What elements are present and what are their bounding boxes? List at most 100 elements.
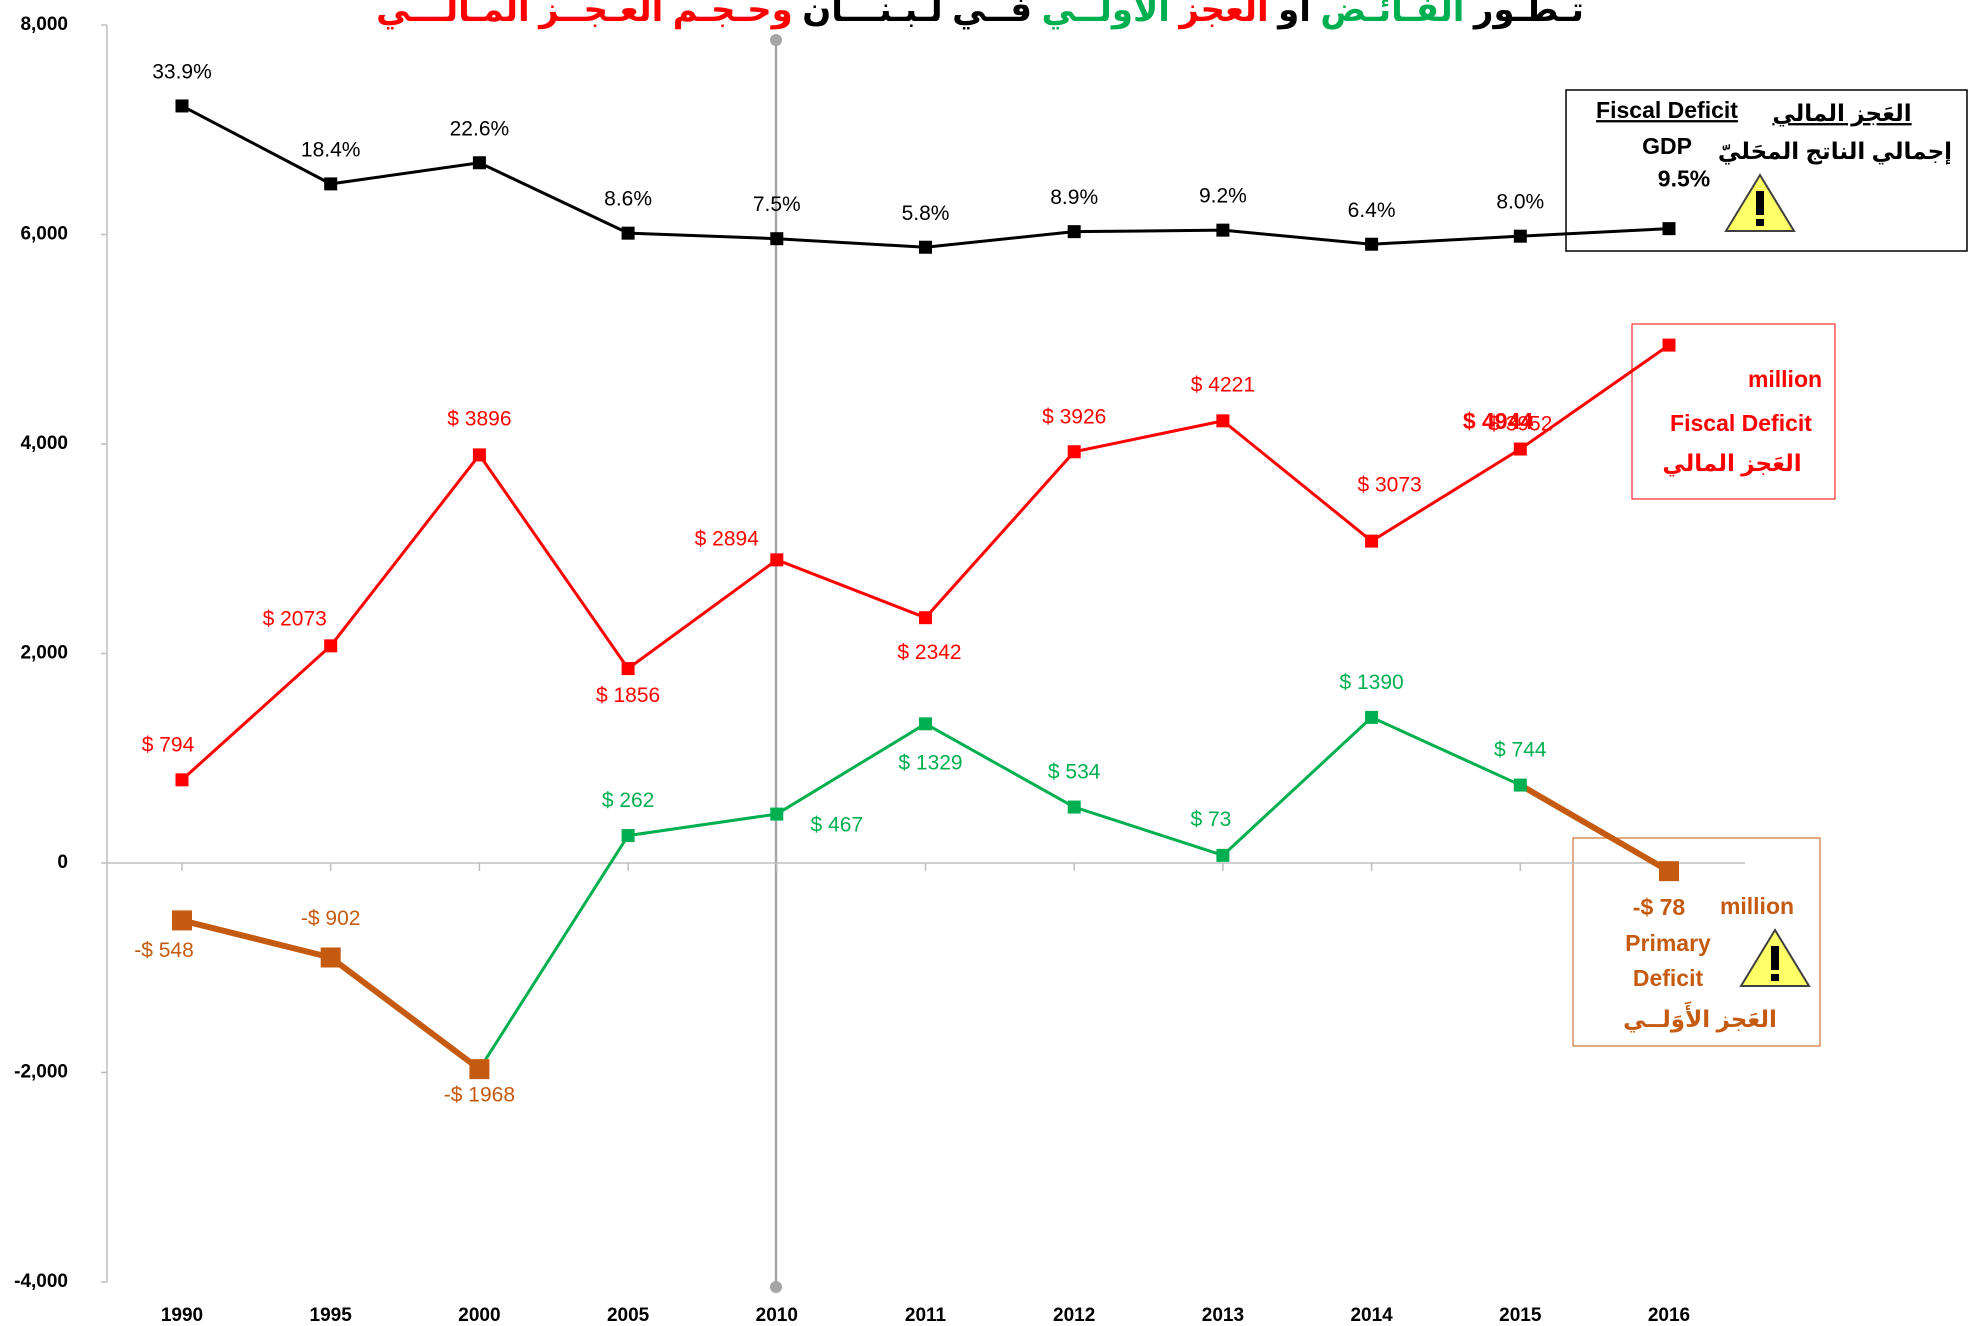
line xyxy=(181,104,1670,249)
legend-text: العَجز المالي xyxy=(1772,100,1911,127)
y-tick-label: 4,000 xyxy=(20,433,68,454)
marker xyxy=(621,829,635,843)
y-tick-label: 0 xyxy=(57,852,68,873)
x-tick-label: 2015 xyxy=(1499,1305,1542,1326)
title-part: وحـجـم العـجــز المـالـــي xyxy=(376,0,793,30)
marker xyxy=(1513,229,1527,243)
marker xyxy=(919,240,932,254)
marker xyxy=(621,226,635,240)
line-segment xyxy=(478,834,630,1070)
marker xyxy=(770,807,784,821)
value-label: $ 3952 xyxy=(1488,413,1552,436)
value-label: 8.9% xyxy=(1050,186,1098,209)
title-part: فــي لـبـنـــان xyxy=(802,0,1032,30)
line xyxy=(180,343,1670,781)
value-label: $ 3073 xyxy=(1357,474,1421,497)
x-tick-label: 2010 xyxy=(756,1305,798,1326)
value-label: $ 3896 xyxy=(447,407,511,430)
warning-icon xyxy=(1724,173,1796,232)
line-segment xyxy=(328,955,482,1072)
marker xyxy=(172,910,192,931)
reference-dot xyxy=(770,34,782,46)
value-label: -$ 1968 xyxy=(444,1084,515,1107)
x-tick-label: 2014 xyxy=(1350,1305,1393,1326)
value-label: $ 1329 xyxy=(898,751,962,774)
value-label: 5.8% xyxy=(902,202,950,225)
reference-dot xyxy=(770,1281,782,1293)
marker xyxy=(770,553,784,567)
value-label: -$ 902 xyxy=(301,907,361,930)
marker xyxy=(621,662,635,676)
primary-text: العَجز الأَوَلــي xyxy=(1623,1001,1777,1033)
value-label: 9.2% xyxy=(1199,185,1247,208)
marker xyxy=(1216,414,1230,428)
line-segment xyxy=(627,812,778,838)
marker xyxy=(175,99,189,113)
y-tick-label: 2,000 xyxy=(20,643,68,664)
y-tick-label: 8,000 xyxy=(20,14,68,35)
title-part: أو xyxy=(1276,0,1311,30)
value-label: 8.0% xyxy=(1496,191,1544,214)
line-segment xyxy=(1370,716,1521,787)
x-tick-label: 2016 xyxy=(1648,1305,1690,1326)
marker xyxy=(1365,534,1379,548)
marker xyxy=(324,639,338,653)
marker xyxy=(1216,848,1230,862)
marker xyxy=(1067,445,1081,459)
value-label: $ 4944 xyxy=(1463,408,1534,434)
marker xyxy=(1216,223,1230,237)
x-tick-label: 2013 xyxy=(1202,1305,1244,1326)
marker xyxy=(472,448,486,462)
legend-text: إجمالي الناتج المحَليّ xyxy=(1718,138,1952,165)
marker xyxy=(1659,861,1679,882)
marker xyxy=(770,232,784,246)
value-label: -$ 548 xyxy=(134,939,194,962)
value-label: 9.5% xyxy=(1658,166,1710,192)
marker xyxy=(1513,778,1527,792)
value-label: -$ 78 xyxy=(1633,894,1686,920)
fiscal-text: Fiscal Deficit xyxy=(1670,410,1812,436)
marker xyxy=(1513,442,1527,456)
x-tick-label: 1995 xyxy=(310,1305,353,1326)
primary-text: Deficit xyxy=(1633,965,1704,991)
value-label: 18.4% xyxy=(301,138,361,161)
marker xyxy=(1067,225,1081,239)
title-part: الفـائـض xyxy=(1320,0,1464,30)
value-label: $ 4221 xyxy=(1191,373,1255,396)
line-segment xyxy=(1073,805,1224,857)
value-label: 8.6% xyxy=(604,188,652,211)
line-segment xyxy=(776,722,927,816)
value-label: $ 262 xyxy=(602,789,655,812)
primary-text: Primary xyxy=(1625,930,1711,956)
marker xyxy=(469,1059,490,1080)
marker xyxy=(175,773,189,787)
y-tick-label: -2,000 xyxy=(14,1062,68,1083)
y-tick-label: -4,000 xyxy=(14,1271,68,1292)
marker xyxy=(472,156,486,170)
marker xyxy=(1365,710,1379,724)
chart-title: تـطـور الفـائـض أو العجز الأولــي فــي ل… xyxy=(376,0,1584,30)
line-segment xyxy=(924,722,1075,809)
x-tick-label: 2005 xyxy=(607,1305,650,1326)
primary-box xyxy=(1572,837,1821,1047)
marker xyxy=(1662,222,1676,236)
x-tick-label: 1990 xyxy=(161,1305,203,1326)
legend-text: Fiscal Deficit xyxy=(1596,97,1738,123)
value-label: $ 1856 xyxy=(596,684,660,707)
value-label: 7.5% xyxy=(753,193,801,216)
value-label: $ 2894 xyxy=(695,527,760,550)
fiscal-text: العَجز المالي xyxy=(1662,450,1801,477)
marker xyxy=(324,177,338,191)
marker xyxy=(1067,800,1081,814)
marker xyxy=(1662,338,1676,352)
line-segment xyxy=(1518,782,1671,874)
value-label: $ 3926 xyxy=(1042,405,1106,428)
value-label: $ 467 xyxy=(811,814,864,837)
title-part: تـطـور xyxy=(1472,0,1584,30)
y-tick-label: 6,000 xyxy=(20,224,68,245)
fiscal-unit: million xyxy=(1748,366,1822,392)
marker xyxy=(1365,237,1379,251)
value-label: 22.6% xyxy=(450,117,510,140)
value-label: $ 2073 xyxy=(263,607,327,630)
